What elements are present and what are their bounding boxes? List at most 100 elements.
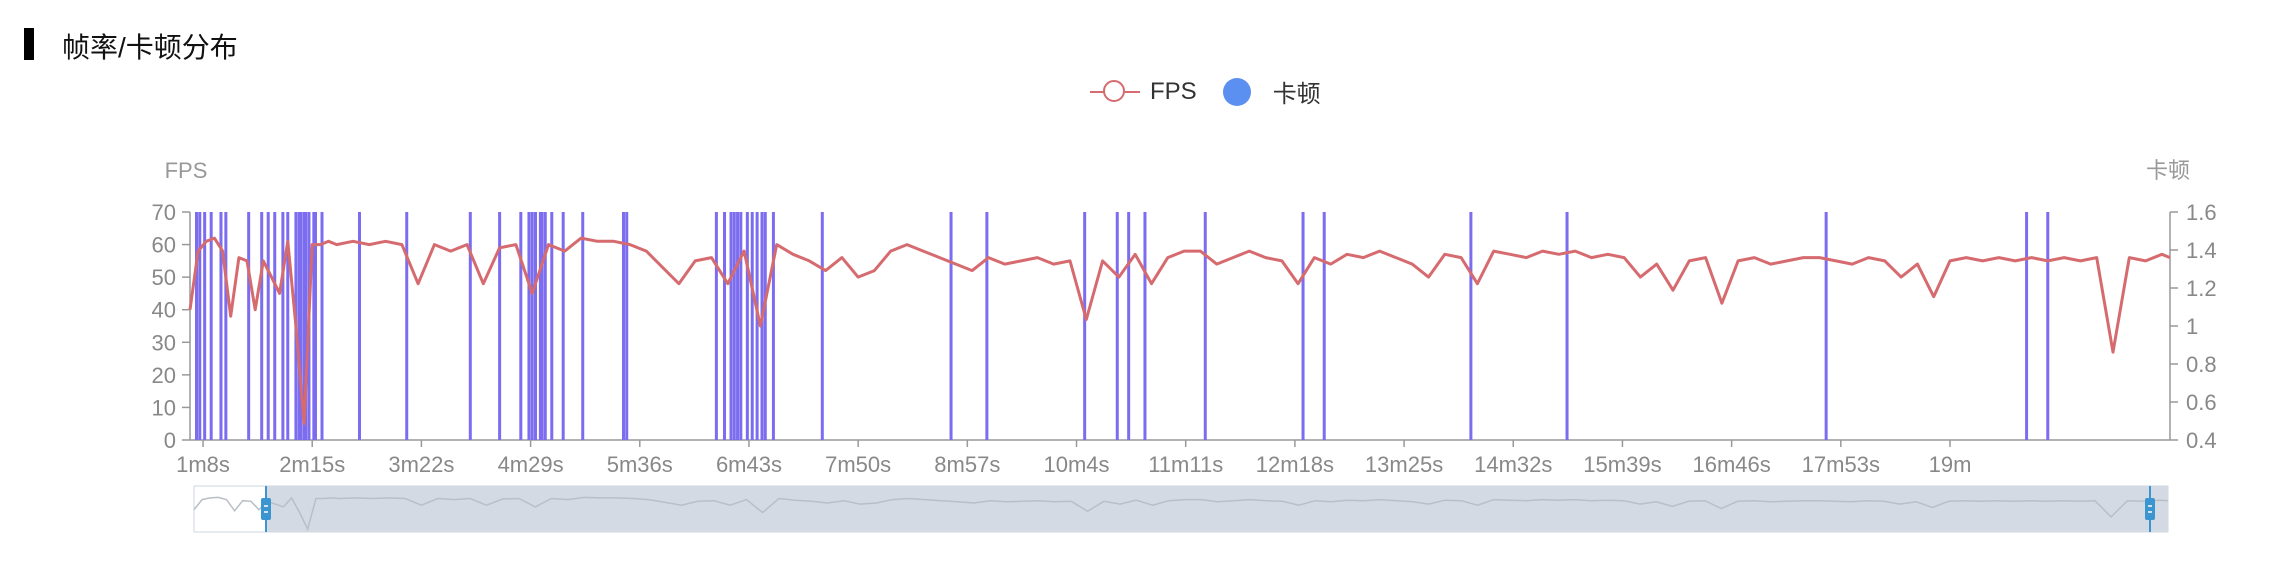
stall-bar <box>312 212 316 440</box>
x-tick-label: 10m4s <box>1043 452 1109 477</box>
title-accent-bar <box>24 28 34 60</box>
stall-bar <box>405 212 409 440</box>
stall-bar <box>195 212 199 440</box>
y-tick-label: 60 <box>152 233 176 258</box>
stall-bar <box>533 212 537 440</box>
stall-bar <box>1083 212 1087 440</box>
stall-bar <box>468 212 472 440</box>
stall-bar <box>1824 212 1828 440</box>
y-tick-label: 10 <box>152 395 176 420</box>
stall-bar <box>198 212 202 440</box>
zoom-selected-range[interactable] <box>266 486 2168 532</box>
stall-bar <box>297 212 301 440</box>
stall-bar <box>260 212 264 440</box>
y2-tick-label: 0.4 <box>2186 428 2217 453</box>
x-tick-label: 4m29s <box>498 452 564 477</box>
y-tick-label: 30 <box>152 330 176 355</box>
stall-bar <box>763 212 767 440</box>
y2-tick-label: 1.4 <box>2186 238 2217 263</box>
stall-bar <box>760 212 764 440</box>
stall-bar <box>498 212 502 440</box>
stall-bar <box>203 212 207 440</box>
stall-bar <box>550 212 554 440</box>
y2-tick-label: 1.6 <box>2186 200 2217 225</box>
stall-bar <box>1203 212 1207 440</box>
stall-bar <box>771 212 775 440</box>
x-tick-label: 14m32s <box>1474 452 1552 477</box>
stall-bar <box>739 212 743 440</box>
stall-bar <box>304 212 308 440</box>
stall-bar <box>219 212 223 440</box>
stall-bar <box>2025 212 2029 440</box>
stall-bar <box>1565 212 1569 440</box>
y-axis-name: FPS <box>165 158 208 183</box>
stall-bar <box>820 212 824 440</box>
stall-bar <box>357 212 361 440</box>
stall-bar <box>723 212 727 440</box>
stall-bar <box>543 212 547 440</box>
y2-tick-label: 0.8 <box>2186 352 2217 377</box>
x-tick-label: 3m22s <box>388 452 454 477</box>
stall-bar <box>1301 212 1305 440</box>
zoom-right-handle[interactable] <box>2145 498 2155 520</box>
y-tick-label: 40 <box>152 298 176 323</box>
x-tick-label: 15m39s <box>1583 452 1661 477</box>
stall-bar <box>949 212 953 440</box>
x-tick-label: 16m46s <box>1692 452 1770 477</box>
x-tick-label: 17m53s <box>1802 452 1880 477</box>
stall-bar <box>1322 212 1326 440</box>
stall-bar <box>286 212 290 440</box>
zoom-left-handle[interactable] <box>261 498 271 520</box>
y-tick-label: 70 <box>152 200 176 225</box>
stall-bar <box>1115 212 1119 440</box>
x-tick-label: 6m43s <box>716 452 782 477</box>
stall-bar <box>530 212 534 440</box>
legend-item-fps[interactable]: FPS <box>1090 77 1197 107</box>
x-tick-label: 5m36s <box>607 452 673 477</box>
stall-bar <box>266 212 270 440</box>
x-tick-label: 12m18s <box>1256 452 1334 477</box>
x-tick-label: 19m <box>1929 452 1972 477</box>
stall-bar <box>729 212 733 440</box>
stall-bar <box>224 212 228 440</box>
x-tick-label: 13m25s <box>1365 452 1443 477</box>
stall-bar <box>745 212 749 440</box>
stall-bar <box>313 212 317 440</box>
legend: FPS 卡顿 <box>1090 74 1347 109</box>
y2-axis-name: 卡顿 <box>2146 158 2190 183</box>
chart-title: 帧率/卡顿分布 <box>62 32 238 63</box>
stall-bar <box>302 212 306 440</box>
stall-bar <box>209 212 213 440</box>
stall-bar <box>621 212 625 440</box>
stall-bar <box>581 212 585 440</box>
legend-item-stall[interactable]: 卡顿 <box>1222 74 1321 109</box>
zoom-preview-line <box>193 496 2169 532</box>
y2-tick-label: 1 <box>2186 314 2198 339</box>
y-tick-label: 20 <box>152 363 176 388</box>
stall-bar <box>320 212 324 440</box>
stall-bar <box>625 212 629 440</box>
stall-bar <box>281 212 285 440</box>
stall-bar <box>561 212 565 440</box>
y2-tick-label: 1.2 <box>2186 276 2217 301</box>
x-tick-label: 7m50s <box>825 452 891 477</box>
stall-bar <box>299 212 303 440</box>
stall-bar <box>1127 212 1131 440</box>
stall-bar <box>540 212 544 440</box>
stall-bar <box>247 212 251 440</box>
stall-bar <box>273 212 277 440</box>
stall-bar <box>2046 212 2050 440</box>
stall-bar <box>1469 212 1473 440</box>
stall-bar <box>714 212 718 440</box>
stall-bar <box>985 212 989 440</box>
stall-dot-icon <box>1222 77 1251 106</box>
fps-series-line <box>188 236 2171 426</box>
stall-bar <box>736 212 740 440</box>
legend-stall-label: 卡顿 <box>1272 81 1321 108</box>
x-tick-label: 11m11s <box>1148 452 1223 477</box>
x-tick-label: 1m8s <box>176 452 230 477</box>
y2-tick-label: 0.6 <box>2186 390 2217 415</box>
stall-bar <box>519 212 523 440</box>
stall-bar <box>538 212 542 440</box>
